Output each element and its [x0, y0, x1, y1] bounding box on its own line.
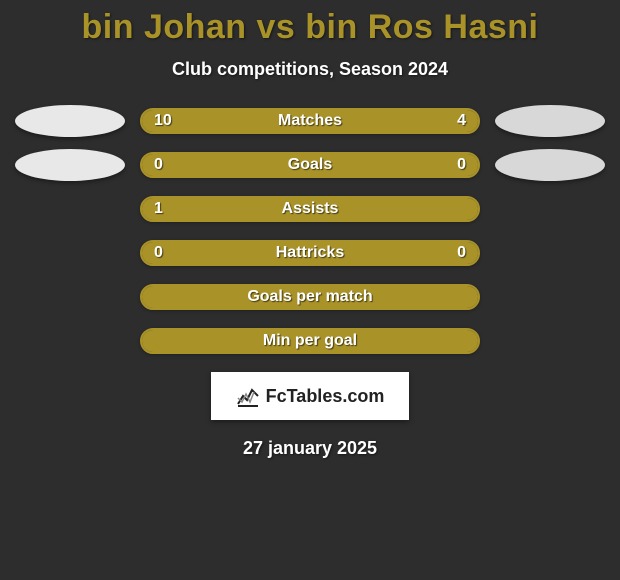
- stat-label: Hattricks: [192, 244, 428, 262]
- stat-value-left: 0: [142, 244, 192, 262]
- stat-bar: 10Matches4: [140, 108, 480, 134]
- stat-row: 0Hattricks0: [0, 240, 620, 266]
- avatar-slot-left: [0, 328, 140, 354]
- player-right-avatar: [495, 149, 605, 181]
- avatar-slot-left: [0, 240, 140, 266]
- stat-value-left: 1: [142, 200, 192, 218]
- stat-label: Goals per match: [192, 288, 428, 306]
- page-title: bin Johan vs bin Ros Hasni: [0, 8, 620, 47]
- stat-bar: Goals per match: [140, 284, 480, 310]
- stat-row: Min per goal: [0, 328, 620, 354]
- avatar-slot-right: [480, 240, 620, 266]
- avatar-slot-right: [480, 328, 620, 354]
- stat-value-left: 0: [142, 156, 192, 174]
- stat-value-right: 4: [428, 112, 478, 130]
- player-left-avatar: [15, 105, 125, 137]
- stat-row: Goals per match: [0, 284, 620, 310]
- avatar-slot-right: [480, 284, 620, 310]
- comparison-card: bin Johan vs bin Ros Hasni Club competit…: [0, 0, 620, 580]
- stat-bar: 1Assists: [140, 196, 480, 222]
- avatar-slot-left: [0, 284, 140, 310]
- stats-rows: 10Matches40Goals01Assists0Hattricks0Goal…: [0, 108, 620, 354]
- stat-label: Assists: [192, 200, 428, 218]
- stat-label: Min per goal: [192, 332, 428, 350]
- stat-label: Goals: [192, 156, 428, 174]
- chart-line-icon: [236, 384, 260, 408]
- avatar-slot-left: [0, 196, 140, 222]
- player-left-avatar: [15, 149, 125, 181]
- stat-row: 10Matches4: [0, 108, 620, 134]
- stat-row: 0Goals0: [0, 152, 620, 178]
- avatar-slot-right: [480, 108, 620, 134]
- stat-bar: 0Goals0: [140, 152, 480, 178]
- stat-bar: Min per goal: [140, 328, 480, 354]
- date-label: 27 january 2025: [0, 438, 620, 459]
- stat-value-left: 10: [142, 112, 192, 130]
- player-right-avatar: [495, 105, 605, 137]
- stat-value-right: 0: [428, 156, 478, 174]
- avatar-slot-right: [480, 152, 620, 178]
- stat-label: Matches: [192, 112, 428, 130]
- stat-bar: 0Hattricks0: [140, 240, 480, 266]
- avatar-slot-left: [0, 152, 140, 178]
- brand-text: FcTables.com: [266, 386, 385, 407]
- brand-badge[interactable]: FcTables.com: [211, 372, 409, 420]
- stat-row: 1Assists: [0, 196, 620, 222]
- stat-value-right: 0: [428, 244, 478, 262]
- avatar-slot-right: [480, 196, 620, 222]
- page-subtitle: Club competitions, Season 2024: [0, 59, 620, 80]
- avatar-slot-left: [0, 108, 140, 134]
